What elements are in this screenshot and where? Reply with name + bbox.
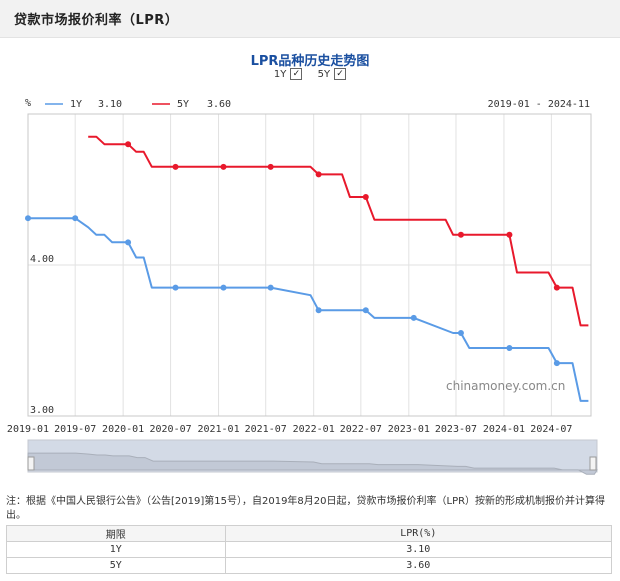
data-point-1y[interactable] <box>72 215 79 222</box>
data-point-1y[interactable] <box>25 215 31 222</box>
data-point-5y[interactable] <box>315 171 322 178</box>
series-toggles: 1Y ✓ 5Y ✓ <box>0 68 620 80</box>
navigator-handle-left[interactable] <box>27 456 35 471</box>
navigator-preview-line <box>27 452 598 475</box>
table-header-row: 期限 LPR(%) <box>6 525 613 542</box>
y-tick-label: 3.00 <box>30 405 54 416</box>
data-point-1y[interactable] <box>506 345 513 352</box>
data-point-1y[interactable] <box>457 329 464 336</box>
footnote: 注：根据《中国人民银行公告》（公告[2019]第15号），自2019年8月20日… <box>6 496 606 521</box>
legend: 1Y 3.10 5Y 3.60 <box>45 99 231 110</box>
watermark: chinamoney.com.cn <box>446 379 565 393</box>
legend-1y-value: 3.10 <box>98 99 122 110</box>
data-point-1y[interactable] <box>172 284 179 291</box>
toggle-5y-label: 5Y <box>317 68 331 80</box>
data-point-5y[interactable] <box>220 163 227 170</box>
navigator-handle-right[interactable] <box>589 456 597 471</box>
data-point-5y[interactable] <box>457 231 464 238</box>
chart-title: LPR品种历史走势图 <box>250 54 370 69</box>
data-point-1y[interactable] <box>125 239 132 246</box>
data-point-1y[interactable] <box>220 284 227 291</box>
table-header-term: 期限 <box>6 525 226 542</box>
lpr-chart: % 1Y 3.10 5Y 3.60 2019-01 - 2024-11 3.00… <box>7 98 598 475</box>
x-tick-label: 2023-07 <box>435 424 477 435</box>
series-line-5y <box>88 135 589 327</box>
x-tick-label: 2019-07 <box>54 424 96 435</box>
x-tick-label: 2024-01 <box>483 424 525 435</box>
data-point-1y[interactable] <box>410 314 417 321</box>
legend-1y-name: 1Y <box>70 99 82 110</box>
toggle-5y-checkbox[interactable]: ✓ <box>334 68 347 80</box>
x-tick-label: 2020-01 <box>102 424 144 435</box>
legend-5y-name: 5Y <box>177 99 189 110</box>
x-tick-label: 2024-07 <box>530 424 572 435</box>
lpr-table: 期限 LPR(%) 1Y 3.10 5Y 3.60 <box>6 525 613 574</box>
date-range-label: 2019-01 - 2024-11 <box>488 99 590 110</box>
data-point-5y[interactable] <box>172 163 179 170</box>
page-header: 贷款市场报价利率（LPR） <box>0 0 620 38</box>
grid-lines <box>27 114 591 417</box>
table-cell-term: 5Y <box>6 557 226 574</box>
y-axis-unit: % <box>25 98 31 109</box>
x-tick-label: 2019-01 <box>7 424 49 435</box>
range-navigator[interactable] <box>27 439 598 475</box>
series-lines <box>28 135 589 402</box>
page-title: 贷款市场报价利率（LPR） <box>14 13 179 28</box>
data-point-5y[interactable] <box>553 284 560 291</box>
table-cell-term: 1Y <box>6 541 226 558</box>
legend-5y-value: 3.60 <box>207 99 231 110</box>
y-tick-label: 4.00 <box>30 254 54 265</box>
toggle-1y-checkbox[interactable]: ✓ <box>290 68 303 80</box>
toggle-1y-label: 1Y <box>273 68 287 80</box>
series-line-1y <box>28 217 589 402</box>
series-markers <box>25 141 560 367</box>
table-row: 5Y 3.60 <box>6 557 613 574</box>
data-point-5y[interactable] <box>267 163 274 170</box>
x-tick-label: 2022-01 <box>293 424 335 435</box>
x-axis-ticks: 2019-01 2019-07 2020-01 2020-07 2021-01 2021-… <box>7 424 573 435</box>
x-tick-label: 2022-07 <box>340 424 382 435</box>
data-point-1y[interactable] <box>362 307 369 314</box>
table-row: 1Y 3.10 <box>6 541 613 558</box>
x-tick-label: 2023-01 <box>388 424 430 435</box>
data-point-5y[interactable] <box>362 194 369 201</box>
x-tick-label: 2021-01 <box>197 424 239 435</box>
table-cell-rate: 3.10 <box>224 541 613 558</box>
table-cell-rate: 3.60 <box>224 557 613 574</box>
data-point-5y[interactable] <box>125 141 132 148</box>
data-point-1y[interactable] <box>267 284 274 291</box>
table-header-rate: LPR(%) <box>224 525 613 542</box>
plot-area-border <box>27 113 592 417</box>
toggle-5y[interactable]: 5Y ✓ <box>317 68 347 80</box>
data-point-1y[interactable] <box>315 307 322 314</box>
data-point-1y[interactable] <box>553 360 560 367</box>
toggle-1y[interactable]: 1Y ✓ <box>273 68 303 80</box>
x-tick-label: 2020-07 <box>149 424 191 435</box>
x-tick-label: 2021-07 <box>245 424 287 435</box>
data-point-5y[interactable] <box>506 231 513 238</box>
y-axis-ticks: 3.00 4.00 <box>30 254 54 416</box>
